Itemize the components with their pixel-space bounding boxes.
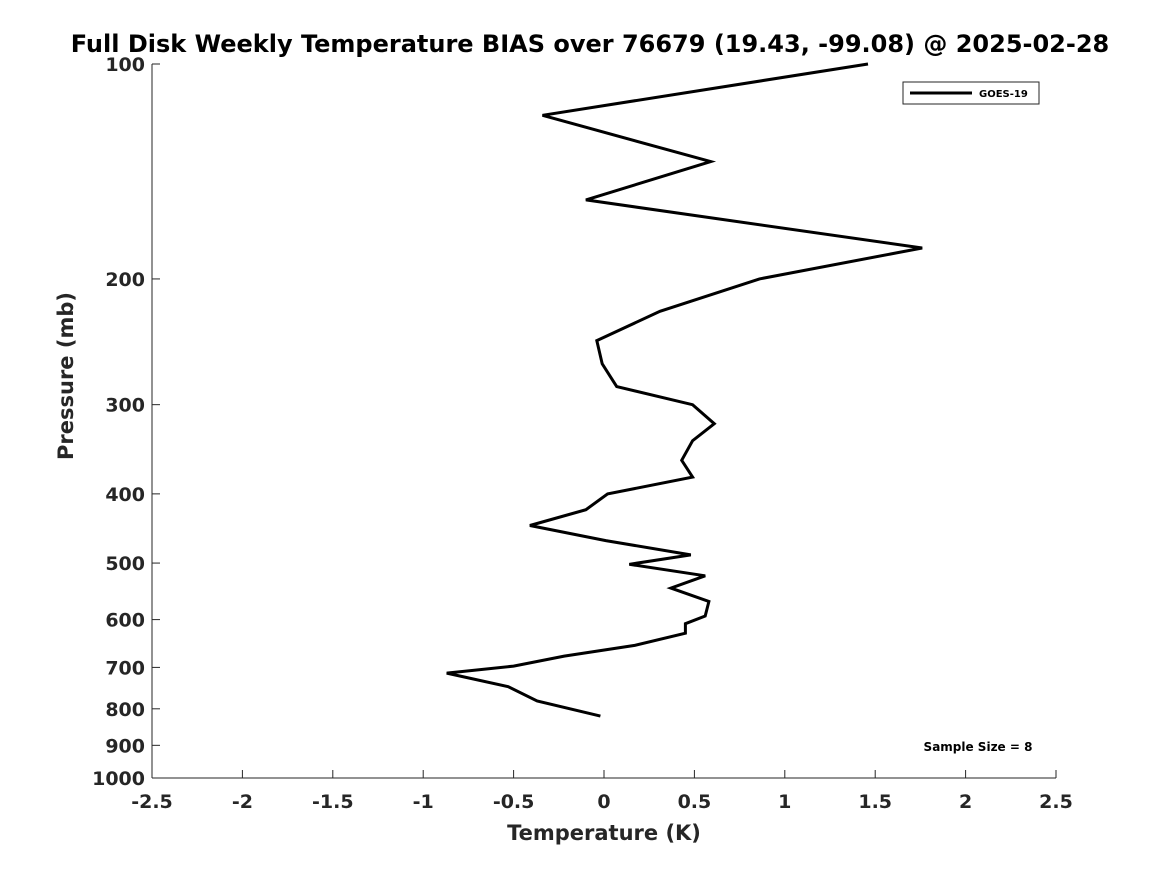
x-tick-label: 1 bbox=[778, 791, 791, 813]
y-tick-label: 1000 bbox=[92, 768, 145, 790]
x-tick-label: -1 bbox=[413, 791, 434, 813]
y-tick-label: 200 bbox=[105, 269, 145, 291]
y-tick-label: 900 bbox=[105, 735, 145, 757]
x-tick-label: 2 bbox=[959, 791, 972, 813]
x-tick-label: 0 bbox=[597, 791, 610, 813]
x-tick-label: -2 bbox=[232, 791, 253, 813]
y-tick-label: 400 bbox=[105, 484, 145, 506]
x-axis-label: Temperature (K) bbox=[507, 821, 701, 845]
series-group bbox=[446, 62, 923, 718]
y-axis-label: Pressure (mb) bbox=[54, 292, 78, 460]
x-tick-label: 2.5 bbox=[1039, 791, 1073, 813]
legend-entry-goes-19: GOES-19 bbox=[979, 89, 1028, 100]
x-tick-label: -2.5 bbox=[131, 791, 173, 813]
y-tick-label: 100 bbox=[105, 54, 145, 76]
legend: GOES-19 bbox=[902, 81, 1040, 105]
x-ticks: -2.5 -2 -1.5 -1 -0.5 0 0.5 1 1.5 2 2.5 bbox=[131, 770, 1073, 813]
x-tick-label: 0.5 bbox=[678, 791, 712, 813]
y-tick-label: 300 bbox=[105, 395, 145, 417]
y-tick-label: 500 bbox=[105, 553, 145, 575]
y-tick-label: 800 bbox=[105, 699, 145, 721]
y-ticks: 100 200 300 400 500 600 700 800 900 1000 bbox=[92, 54, 160, 790]
x-tick-label: 1.5 bbox=[858, 791, 892, 813]
sample-size-annotation: Sample Size = 8 bbox=[924, 740, 1033, 754]
plot-area: -2.5 -2 -1.5 -1 -0.5 0 0.5 1 1.5 2 2.5 100 200 300 40… bbox=[92, 54, 1073, 813]
x-tick-label: -0.5 bbox=[493, 791, 535, 813]
x-tick-label: -1.5 bbox=[312, 791, 354, 813]
series-line-goes-19 bbox=[446, 62, 923, 718]
chart-title: Full Disk Weekly Temperature BIAS over 7… bbox=[71, 30, 1110, 58]
y-tick-label: 600 bbox=[105, 610, 145, 632]
y-tick-label: 700 bbox=[105, 657, 145, 679]
